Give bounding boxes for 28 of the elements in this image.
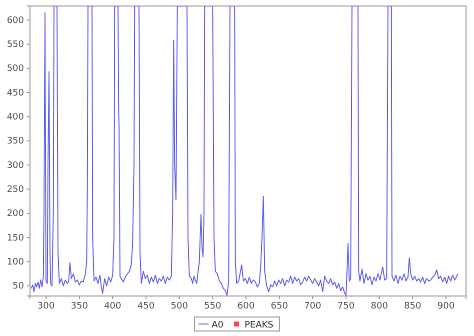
x-tick-label: 750 — [337, 301, 355, 312]
x-tick-label: 650 — [270, 301, 288, 312]
legend-label: PEAKS — [244, 320, 274, 330]
y-tick-label: 550 — [6, 40, 24, 50]
x-tick-label: 900 — [437, 301, 455, 312]
y-tick-label: 300 — [6, 160, 24, 171]
x-tick-label: 350 — [70, 301, 88, 312]
y-tick-label: 450 — [6, 88, 24, 98]
y-tick-label: 400 — [6, 112, 24, 123]
y-tick-label: 50 — [12, 282, 24, 292]
x-tick-label: 800 — [370, 301, 388, 312]
y-tick-label: 150 — [6, 233, 24, 244]
x-tick-label: 400 — [104, 301, 122, 312]
y-tick-label: 500 — [6, 64, 24, 74]
y-tick-label: 200 — [6, 209, 24, 220]
x-tick-label: 500 — [170, 301, 188, 312]
x-tick-label: 700 — [304, 301, 322, 312]
x-tick-label: 600 — [237, 301, 255, 312]
x-tick-label: 450 — [137, 301, 155, 312]
x-tick-label: 550 — [204, 301, 222, 312]
y-tick-label: 250 — [6, 185, 24, 196]
y-tick-label: 100 — [6, 258, 24, 268]
legend-label: A0 — [212, 320, 224, 330]
line-series — [30, 6, 458, 296]
y-tick-label: 600 — [6, 16, 24, 26]
x-tick-label: 850 — [404, 301, 422, 312]
y-tick-label: 350 — [6, 136, 24, 147]
x-tick-label: 300 — [37, 301, 55, 312]
